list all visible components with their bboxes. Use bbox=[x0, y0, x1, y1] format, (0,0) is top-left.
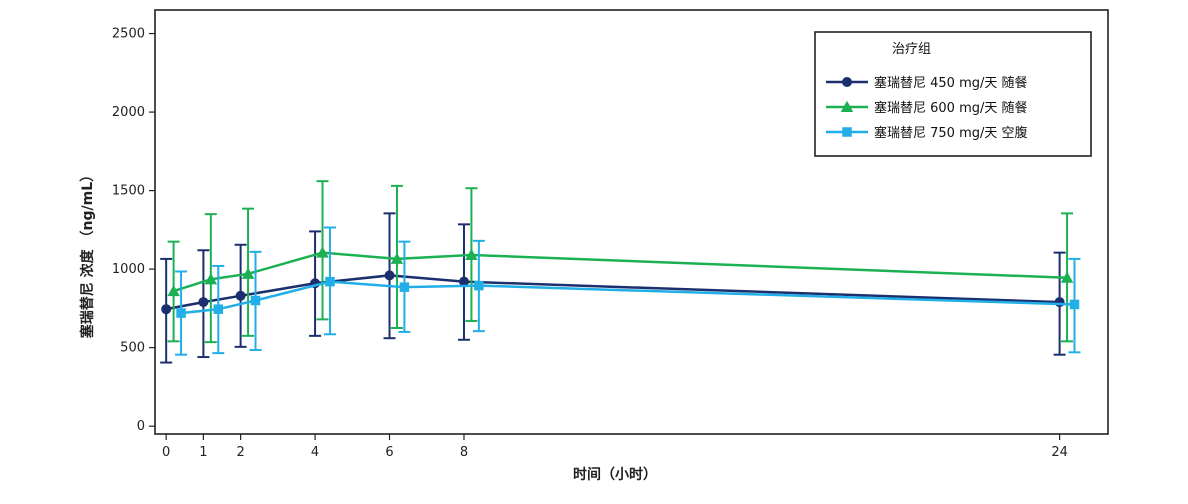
legend-item-2: 塞瑞替尼 600 mg/天 随餐 bbox=[826, 100, 1028, 116]
x-tick-label: 8 bbox=[460, 445, 468, 460]
legend-label: 塞瑞替尼 450 mg/天 随餐 bbox=[874, 75, 1028, 91]
data-point bbox=[458, 276, 469, 287]
series-layer bbox=[160, 180, 1081, 364]
series-1 bbox=[160, 212, 1066, 364]
data-point bbox=[390, 252, 404, 264]
data-point bbox=[161, 304, 172, 315]
y-tick-label: 1500 bbox=[112, 184, 145, 199]
x-tick-label: 1 bbox=[199, 445, 207, 460]
data-point bbox=[474, 280, 484, 291]
y-tick-label: 2000 bbox=[112, 105, 145, 120]
data-point bbox=[325, 276, 335, 287]
plot-area bbox=[154, 9, 1109, 435]
data-point bbox=[840, 100, 854, 112]
legend-item-1: 塞瑞替尼 450 mg/天 随餐 bbox=[826, 75, 1028, 91]
data-point bbox=[316, 246, 329, 258]
x-tick-label: 0 bbox=[162, 445, 170, 460]
y-axis-title: 塞瑞替尼 浓度 （ng/mL） bbox=[79, 168, 96, 338]
x-tick-label: 2 bbox=[236, 445, 244, 460]
y-axis: 0 500 1000 1500 2000 2500 bbox=[112, 27, 155, 434]
data-point bbox=[204, 273, 218, 285]
data-point bbox=[241, 267, 255, 279]
x-tick-label: 6 bbox=[385, 445, 393, 460]
data-point bbox=[198, 297, 209, 308]
data-point bbox=[399, 282, 410, 292]
legend-item-3: 塞瑞替尼 750 mg/天 空腹 bbox=[826, 125, 1028, 141]
legend-label: 塞瑞替尼 750 mg/天 空腹 bbox=[874, 125, 1028, 141]
legend-box bbox=[814, 31, 1092, 157]
data-point bbox=[250, 295, 261, 306]
data-point bbox=[1069, 299, 1080, 310]
data-point bbox=[213, 304, 224, 314]
x-tick-label: 4 bbox=[311, 445, 319, 460]
y-tick-label: 2500 bbox=[112, 27, 145, 42]
data-point bbox=[842, 127, 852, 137]
y-tick-label: 500 bbox=[120, 341, 145, 356]
data-point bbox=[384, 270, 395, 281]
legend-title: 治疗组 bbox=[892, 42, 931, 57]
data-point bbox=[1054, 297, 1065, 308]
data-point bbox=[465, 248, 478, 260]
x-axis: 0 1 2 4 6 8 24 bbox=[162, 434, 1068, 460]
data-point bbox=[167, 284, 180, 297]
data-point bbox=[1060, 271, 1074, 283]
x-tick-label: 24 bbox=[1051, 445, 1068, 460]
y-tick-label: 1000 bbox=[112, 262, 145, 277]
series-3 bbox=[175, 226, 1081, 356]
y-tick-label: 0 bbox=[137, 419, 145, 434]
series-2 bbox=[167, 180, 1074, 344]
data-point bbox=[842, 77, 852, 87]
data-point bbox=[235, 290, 246, 301]
data-point bbox=[176, 308, 186, 318]
legend-label: 塞瑞替尼 600 mg/天 随餐 bbox=[874, 100, 1028, 116]
x-axis-title: 时间（小时） bbox=[573, 466, 657, 483]
series-line bbox=[165, 274, 1060, 311]
